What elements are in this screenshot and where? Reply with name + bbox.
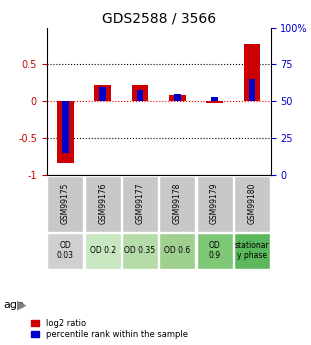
FancyBboxPatch shape (197, 176, 233, 231)
Text: OD
0.9: OD 0.9 (209, 241, 220, 260)
FancyBboxPatch shape (234, 176, 270, 231)
FancyBboxPatch shape (47, 233, 83, 269)
Text: OD 0.2: OD 0.2 (90, 246, 116, 255)
FancyBboxPatch shape (85, 176, 121, 231)
Text: GSM99176: GSM99176 (98, 183, 107, 225)
Text: GSM99180: GSM99180 (248, 183, 256, 224)
Text: OD 0.35: OD 0.35 (124, 246, 156, 255)
Bar (132, 85, 148, 101)
Text: GSM99175: GSM99175 (61, 183, 70, 225)
FancyBboxPatch shape (197, 233, 233, 269)
Bar (206, 101, 223, 103)
Text: GSM99177: GSM99177 (136, 183, 144, 225)
FancyBboxPatch shape (122, 233, 158, 269)
Bar (174, 94, 181, 101)
Bar (62, 101, 69, 153)
Bar (248, 79, 255, 101)
FancyBboxPatch shape (159, 233, 195, 269)
FancyBboxPatch shape (122, 176, 158, 231)
Text: GSM99179: GSM99179 (210, 183, 219, 225)
FancyBboxPatch shape (47, 176, 83, 231)
Bar (137, 90, 143, 101)
FancyBboxPatch shape (85, 233, 121, 269)
Bar (244, 44, 260, 101)
Text: OD 0.6: OD 0.6 (164, 246, 190, 255)
Bar (169, 96, 186, 101)
Title: GDS2588 / 3566: GDS2588 / 3566 (102, 11, 216, 25)
FancyBboxPatch shape (159, 176, 195, 231)
Legend: log2 ratio, percentile rank within the sample: log2 ratio, percentile rank within the s… (29, 317, 189, 341)
Bar (94, 85, 111, 101)
Text: ▶: ▶ (17, 299, 27, 312)
Text: stationar
y phase: stationar y phase (234, 241, 269, 260)
Text: OD
0.03: OD 0.03 (57, 241, 74, 260)
Bar (57, 101, 74, 162)
Text: age: age (3, 300, 24, 310)
Bar (211, 97, 218, 101)
FancyBboxPatch shape (234, 233, 270, 269)
Bar (99, 87, 106, 101)
Text: GSM99178: GSM99178 (173, 183, 182, 224)
